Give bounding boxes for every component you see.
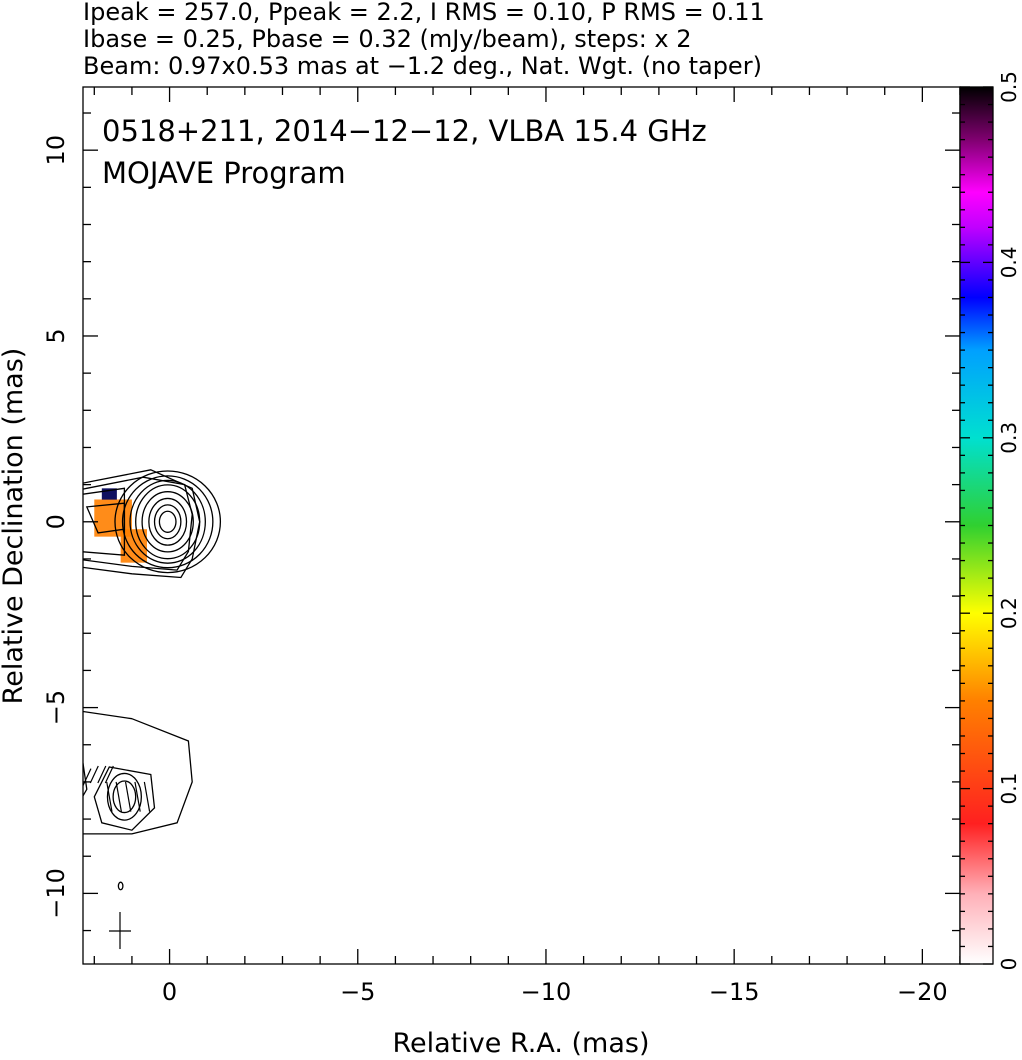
polarization-patch [101,488,117,500]
y-tick-label: −10 [42,868,70,919]
core-contour [114,470,222,574]
contour [66,565,69,568]
colorbar-ticks [960,86,993,965]
program-annotation: MOJAVE Program [102,156,346,190]
artefact-contour [83,762,88,798]
artefact-contour [83,710,193,835]
evpa-stick [143,781,151,812]
evpa-stick [97,765,107,784]
knot-contour [85,502,126,534]
core-contour [158,510,177,533]
source-annotation: 0518+211, 2014−12−12, VLBA 15.4 GHz [102,114,707,148]
colorbar-tick-label: 0.3 [997,422,1021,454]
header-line-2: Ibase = 0.25, Pbase = 0.32 (mJy/beam), s… [83,25,692,53]
evpa-stick [115,781,122,812]
y-tick-label: −5 [42,690,70,725]
core-contour [135,484,201,560]
colorbar-tick-label: 0.1 [997,773,1021,805]
artefact-contour [93,766,156,831]
evpa-stick [58,769,74,803]
x-tick-label: −20 [897,978,948,1006]
colorbar-tick-label: 0.5 [997,71,1021,103]
axis-ticks [83,87,961,964]
x-tick-label: 0 [162,978,177,1006]
evpa-stick [134,781,141,812]
stokes-i-contours [42,469,222,891]
contour [106,772,142,821]
core-contour [129,479,206,564]
y-tick-label: 10 [42,135,70,166]
contour [117,881,124,891]
contour [61,826,67,834]
core-contour [141,491,194,553]
y-tick-label: 0 [42,514,70,529]
jet-contour [83,476,193,571]
core-contour [153,504,182,540]
core-contour [121,475,214,569]
y-tick-label: 5 [42,328,70,343]
plot-frame [82,86,961,965]
x-tick-labels: 0 −5 −10 −15 −20 [162,978,948,1006]
evpa-stick [106,781,113,812]
evpa-stick [104,765,114,784]
contour [42,596,57,619]
contour [112,780,137,814]
x-tick-label: −10 [521,978,572,1006]
evpa-stick [50,769,66,803]
colorbar-tick-label: 0.2 [997,597,1021,629]
colorbar-tick-label: 0 [997,958,1021,971]
evpa-stick [124,781,132,812]
header-line-1: Ipeak = 257.0, Ppeak = 2.2, I RMS = 0.10… [83,0,765,26]
evpa-stick [83,768,92,788]
y-tick-labels: 10 5 0 −5 −10 [42,135,70,919]
x-tick-label: −5 [340,978,375,1006]
evpa-stick [83,768,84,770]
x-axis-label: Relative R.A. (mas) [393,1028,650,1059]
beam-marker [109,912,131,949]
colorbar-tick-labels: 0 0.1 0.2 0.3 0.4 0.5 [997,71,1021,970]
header-line-3: Beam: 0.97x0.53 mas at −1.2 deg., Nat. W… [83,52,762,80]
colorbar-tick-label: 0.4 [997,246,1021,278]
jet-outer-contour [83,469,201,579]
colorbar [960,87,993,964]
y-axis-label: Relative Declination (mas) [0,348,29,705]
core-contour [148,497,188,546]
evpa-stick [89,765,99,784]
evpa-vectors [50,765,151,812]
x-tick-label: −15 [709,978,760,1006]
